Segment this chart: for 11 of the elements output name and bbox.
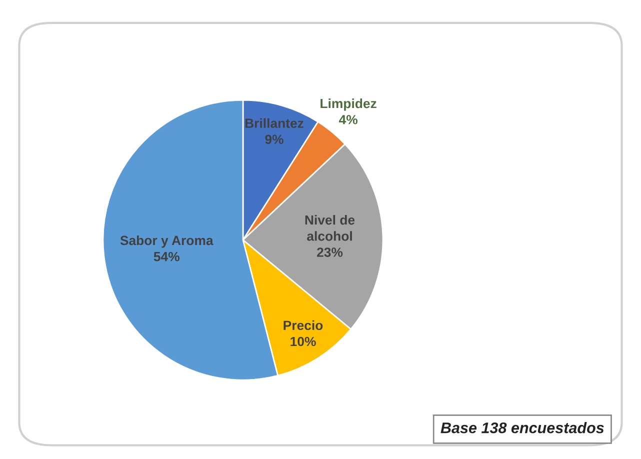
data-label: 54% (154, 252, 180, 262)
data-label: 4% (338, 115, 358, 124)
data-label: 9% (265, 134, 284, 144)
slice-label: Limpidez (320, 98, 376, 111)
slice-label: Precio (284, 320, 323, 330)
slice-label: Brillantez (245, 118, 304, 128)
slice-label: Sabor y Aroma (120, 235, 214, 248)
slice-label: Nivel de alcohol (305, 215, 355, 241)
text: Base 138 encuestados (440, 422, 604, 434)
data-label: 23% (317, 248, 343, 257)
data-label: 10% (290, 336, 316, 346)
